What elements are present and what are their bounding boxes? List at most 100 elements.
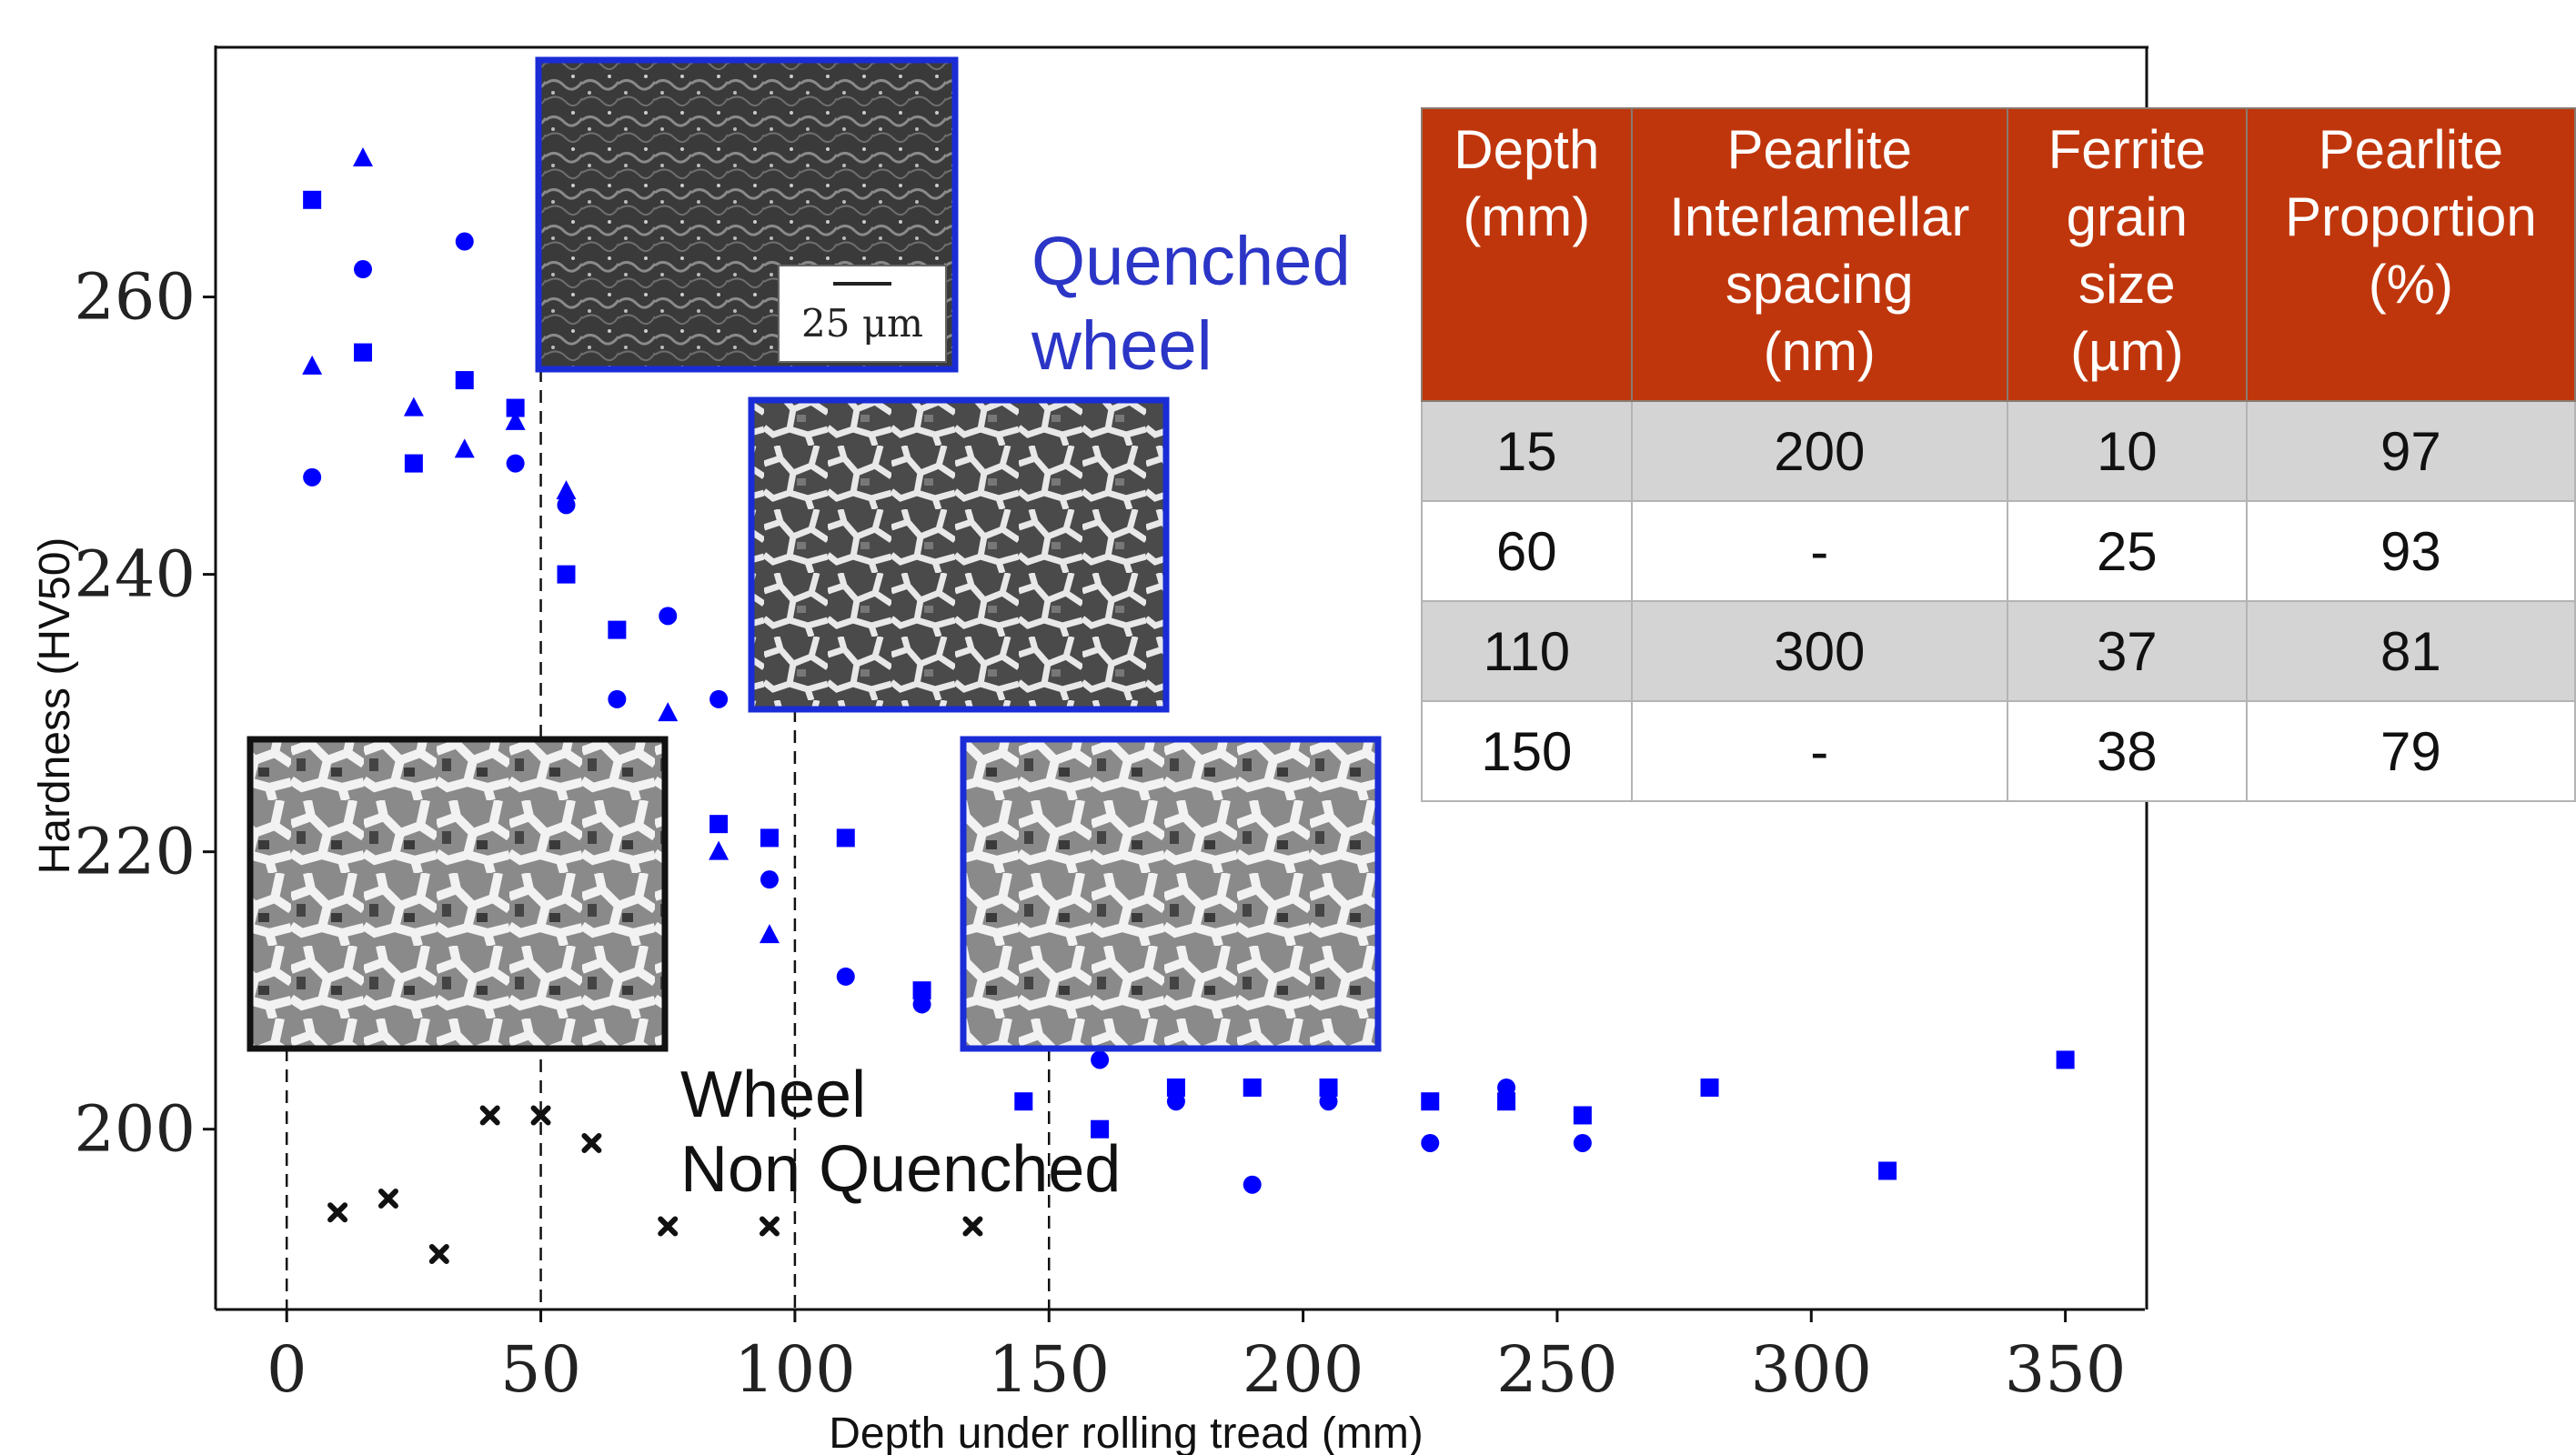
data-point-circle: [557, 496, 576, 515]
scale-bar-box: [778, 265, 947, 363]
x-tick-label: 200: [1243, 1332, 1364, 1407]
data-point-circle: [455, 232, 474, 251]
data-point-triangle: [759, 924, 780, 944]
y-tick-label: 200: [74, 1092, 196, 1167]
quenched-label-line2: wheel: [1031, 307, 1213, 385]
table-header-row: Depth (mm) Pearlite Interlamellar spacin…: [1421, 107, 2576, 402]
x-tick-label: 50: [500, 1332, 581, 1407]
table-cell: 93: [2245, 500, 2576, 602]
table-cell: 37: [2006, 600, 2248, 702]
data-point-square: [2056, 1050, 2075, 1069]
table-cell: 110: [1421, 600, 1633, 702]
data-point-square: [760, 828, 779, 848]
data-point-square: [303, 190, 322, 209]
y-axis-title: Hardness (HV50): [31, 537, 79, 875]
data-point-x: [327, 1202, 348, 1223]
micrograph-non-quenched: [247, 736, 669, 1052]
x-tick-label: 250: [1496, 1332, 1618, 1407]
data-point-x: [658, 1216, 679, 1237]
data-point-circle: [912, 995, 931, 1014]
data-point-square: [506, 398, 525, 417]
table-row: 110 300 37 81: [1421, 600, 2576, 702]
data-point-circle: [1421, 1133, 1440, 1152]
data-point-square: [1573, 1106, 1592, 1125]
data-point-square: [404, 454, 423, 473]
data-point-square: [1421, 1092, 1440, 1111]
data-point-square: [1166, 1078, 1185, 1097]
data-point-circle: [709, 689, 729, 708]
data-point-circle: [1573, 1133, 1592, 1152]
y-tick-label: 220: [74, 815, 196, 889]
microstructure-table: Depth (mm) Pearlite Interlamellar spacin…: [1421, 107, 2576, 802]
table-cell: 60: [1421, 500, 1633, 602]
data-point-x: [962, 1216, 983, 1237]
data-point-circle: [836, 967, 855, 986]
non-quenched-label-line1: Wheel: [680, 1059, 866, 1131]
table-row: 150 - 38 79: [1421, 700, 2576, 802]
x-axis-title: Depth under rolling tread (mm): [829, 1410, 1424, 1455]
data-point-circle: [1497, 1078, 1516, 1097]
data-point-triangle: [302, 355, 323, 375]
data-point-triangle: [505, 410, 526, 430]
micrograph-middle: [748, 396, 1170, 713]
data-point-triangle: [454, 438, 475, 458]
data-point-circle: [1319, 1092, 1338, 1111]
quenched-label-line1: Quenched: [1031, 223, 1351, 300]
x-tick-label: 350: [2005, 1332, 2127, 1407]
table-row: 15 200 10 97: [1421, 400, 2576, 502]
data-point-square: [455, 371, 474, 390]
data-point-x: [377, 1188, 398, 1209]
table-cell: 25: [2006, 500, 2248, 602]
data-point-triangle: [709, 840, 730, 860]
data-point-x: [759, 1216, 780, 1237]
data-point-circle: [1091, 1050, 1110, 1069]
data-point-circle: [1166, 1092, 1185, 1111]
data-point-triangle: [658, 702, 679, 722]
x-tick-label: 300: [1750, 1332, 1872, 1407]
micrograph-bottom: [960, 736, 1382, 1052]
table-cell: 300: [1630, 600, 2008, 702]
x-tick-label: 150: [988, 1332, 1110, 1407]
x-tick-label: 0: [267, 1332, 307, 1407]
data-point-square: [1319, 1078, 1338, 1097]
data-point-square: [557, 565, 576, 584]
data-point-square: [1014, 1092, 1033, 1111]
non-quenched-label-line2: Non Quenched: [680, 1133, 1121, 1206]
header-ferrite-grain-size: Ferrite grain size (µm): [2006, 107, 2248, 402]
table-cell: 10: [2006, 400, 2248, 502]
data-point-circle: [1243, 1175, 1262, 1194]
data-point-circle: [659, 607, 678, 626]
data-point-square: [1700, 1078, 1719, 1097]
y-tick-label: 260: [74, 260, 196, 335]
data-point-square: [608, 620, 627, 639]
data-points: [302, 147, 2075, 1264]
table-cell: 150: [1421, 700, 1633, 802]
data-point-triangle: [556, 480, 577, 500]
data-point-square: [1243, 1078, 1262, 1097]
y-axis-ticks: 200 220 240 260: [74, 260, 216, 1167]
data-point-circle: [506, 454, 525, 473]
header-depth: Depth (mm): [1421, 107, 1633, 402]
table-cell: 81: [2245, 600, 2576, 702]
data-point-square: [709, 815, 729, 834]
y-tick-label: 240: [74, 537, 196, 612]
header-pearlite-proportion: Pearlite Proportion (%): [2245, 107, 2576, 402]
table-cell: 38: [2006, 700, 2248, 802]
data-point-x: [479, 1105, 500, 1126]
table-cell: -: [1630, 500, 2008, 602]
x-axis-ticks: 0 50 100 150 200 250 300 350: [267, 1310, 2126, 1407]
micrograph-top: 25 μm: [535, 56, 959, 373]
data-point-circle: [303, 467, 322, 487]
data-point-x: [530, 1105, 551, 1126]
data-point-triangle: [403, 396, 424, 416]
table-cell: 200: [1630, 400, 2008, 502]
data-point-square: [1091, 1119, 1110, 1139]
table-cell: 15: [1421, 400, 1633, 502]
data-point-square: [912, 981, 931, 1000]
data-point-square: [1878, 1161, 1897, 1180]
data-point-triangle: [353, 147, 374, 167]
data-point-square: [354, 343, 373, 362]
table-cell: 97: [2245, 400, 2576, 502]
